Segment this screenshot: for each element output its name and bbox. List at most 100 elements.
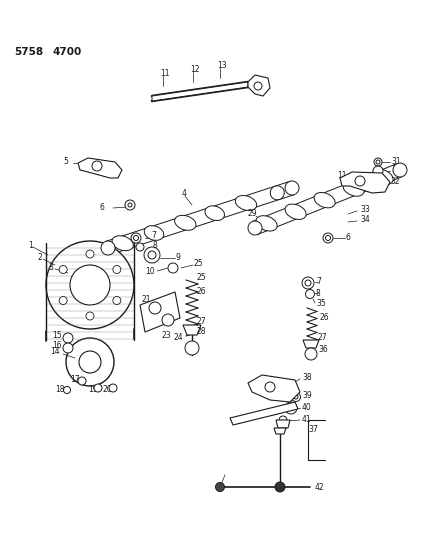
Polygon shape bbox=[248, 75, 270, 96]
Polygon shape bbox=[276, 420, 290, 428]
Polygon shape bbox=[78, 158, 122, 178]
Text: 9: 9 bbox=[176, 253, 181, 262]
Circle shape bbox=[92, 161, 102, 171]
Circle shape bbox=[46, 241, 134, 329]
Text: 27: 27 bbox=[318, 334, 327, 343]
Circle shape bbox=[373, 166, 383, 176]
Circle shape bbox=[376, 160, 380, 164]
Circle shape bbox=[323, 233, 333, 243]
Circle shape bbox=[131, 233, 141, 243]
Circle shape bbox=[94, 384, 102, 392]
Text: 31: 31 bbox=[391, 157, 401, 166]
Ellipse shape bbox=[235, 196, 257, 211]
Circle shape bbox=[162, 314, 174, 326]
Circle shape bbox=[302, 277, 314, 289]
Circle shape bbox=[136, 243, 144, 251]
Text: 10: 10 bbox=[145, 268, 155, 277]
Text: 17: 17 bbox=[70, 376, 80, 384]
Text: 36: 36 bbox=[318, 345, 328, 354]
Circle shape bbox=[59, 265, 67, 273]
Circle shape bbox=[144, 247, 160, 263]
Polygon shape bbox=[340, 172, 390, 193]
Ellipse shape bbox=[112, 236, 134, 251]
Text: 20: 20 bbox=[103, 385, 113, 394]
Text: 30: 30 bbox=[391, 166, 401, 174]
Text: 4700: 4700 bbox=[53, 47, 82, 57]
Text: 37: 37 bbox=[308, 425, 318, 434]
Polygon shape bbox=[303, 340, 319, 348]
Text: 12: 12 bbox=[190, 66, 199, 75]
Circle shape bbox=[285, 181, 299, 195]
Text: 34: 34 bbox=[360, 215, 370, 224]
Circle shape bbox=[149, 302, 161, 314]
Circle shape bbox=[185, 341, 199, 355]
Text: 7: 7 bbox=[316, 277, 321, 286]
Circle shape bbox=[305, 280, 311, 286]
Text: 27: 27 bbox=[197, 318, 207, 327]
Text: 41: 41 bbox=[302, 415, 312, 424]
Text: 18: 18 bbox=[55, 385, 65, 394]
Circle shape bbox=[59, 296, 67, 304]
Ellipse shape bbox=[144, 225, 164, 240]
Circle shape bbox=[78, 377, 86, 385]
Text: 19: 19 bbox=[88, 385, 98, 394]
Circle shape bbox=[291, 392, 300, 401]
Circle shape bbox=[113, 296, 121, 304]
Text: 8: 8 bbox=[153, 240, 158, 249]
Circle shape bbox=[374, 158, 382, 166]
Ellipse shape bbox=[256, 216, 277, 231]
Circle shape bbox=[279, 416, 287, 424]
Circle shape bbox=[86, 312, 94, 320]
Circle shape bbox=[306, 289, 315, 298]
Circle shape bbox=[113, 265, 121, 273]
Ellipse shape bbox=[175, 215, 196, 230]
Circle shape bbox=[248, 221, 262, 235]
Circle shape bbox=[254, 82, 262, 90]
Text: 26: 26 bbox=[197, 287, 207, 296]
Text: 29: 29 bbox=[248, 209, 258, 219]
Text: 14: 14 bbox=[50, 348, 59, 357]
Ellipse shape bbox=[343, 181, 364, 196]
Text: 5: 5 bbox=[63, 157, 68, 166]
Circle shape bbox=[109, 384, 117, 392]
Circle shape bbox=[79, 351, 101, 373]
Polygon shape bbox=[248, 375, 300, 402]
Circle shape bbox=[294, 395, 298, 399]
Circle shape bbox=[101, 241, 115, 255]
Text: 32: 32 bbox=[390, 176, 400, 185]
Circle shape bbox=[63, 343, 73, 353]
Circle shape bbox=[355, 176, 365, 186]
Circle shape bbox=[326, 236, 330, 240]
Circle shape bbox=[125, 200, 135, 210]
Circle shape bbox=[265, 382, 275, 392]
Text: 40: 40 bbox=[302, 402, 312, 411]
Circle shape bbox=[305, 348, 317, 360]
Polygon shape bbox=[274, 428, 286, 434]
Ellipse shape bbox=[285, 204, 306, 220]
Text: 21: 21 bbox=[142, 295, 152, 304]
Text: 26: 26 bbox=[320, 313, 330, 322]
Ellipse shape bbox=[314, 192, 335, 208]
Text: 35: 35 bbox=[316, 298, 326, 308]
Circle shape bbox=[66, 338, 114, 386]
Circle shape bbox=[168, 263, 178, 273]
Ellipse shape bbox=[372, 169, 393, 184]
Text: 1: 1 bbox=[28, 241, 33, 251]
Text: 42: 42 bbox=[315, 482, 324, 491]
Circle shape bbox=[148, 251, 156, 259]
Polygon shape bbox=[140, 292, 180, 332]
Text: 11: 11 bbox=[337, 171, 347, 180]
Text: 11: 11 bbox=[160, 69, 169, 78]
Text: 4: 4 bbox=[182, 189, 187, 198]
Circle shape bbox=[134, 236, 139, 240]
Text: 33: 33 bbox=[360, 206, 370, 214]
Circle shape bbox=[63, 386, 71, 393]
Text: 3: 3 bbox=[48, 263, 53, 272]
Polygon shape bbox=[183, 325, 201, 335]
Ellipse shape bbox=[270, 186, 284, 200]
Text: 25: 25 bbox=[197, 273, 207, 282]
Text: 6: 6 bbox=[346, 232, 351, 241]
Circle shape bbox=[70, 265, 110, 305]
Text: 28: 28 bbox=[197, 327, 206, 336]
Polygon shape bbox=[230, 402, 298, 425]
